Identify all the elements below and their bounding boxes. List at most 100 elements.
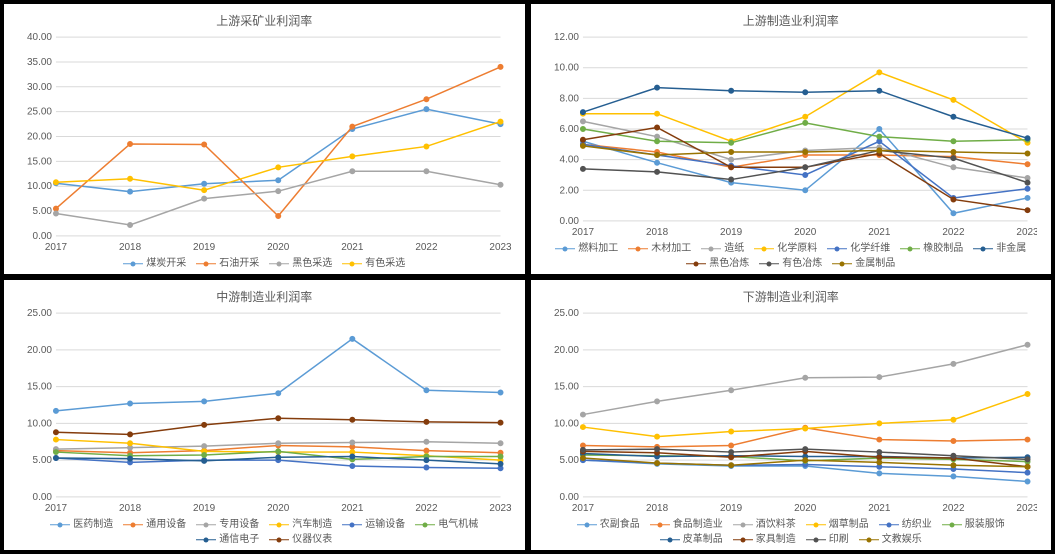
legend-item-服装服饰: 服装服饰 — [942, 518, 1005, 531]
marker — [276, 178, 281, 183]
marker — [424, 169, 429, 174]
legend-label: 有色采选 — [365, 257, 405, 270]
legend-swatch — [342, 520, 362, 530]
legend-swatch — [269, 259, 289, 269]
svg-text:2.00: 2.00 — [559, 185, 579, 196]
chart-svg: 0.005.0010.0015.0020.0025.00201720182019… — [545, 307, 1038, 515]
marker — [128, 441, 133, 446]
legend-swatch — [806, 535, 826, 545]
legend-label: 汽车制造 — [292, 518, 332, 531]
marker — [654, 85, 659, 90]
plot-area: 0.005.0010.0015.0020.0025.00201720182019… — [545, 307, 1038, 515]
legend-label: 文教娱乐 — [882, 533, 922, 546]
marker — [424, 439, 429, 444]
marker — [276, 449, 281, 454]
legend-label: 燃料加工 — [578, 242, 618, 255]
marker — [276, 165, 281, 170]
svg-text:2022: 2022 — [415, 503, 438, 514]
legend-item-家具制造: 家具制造 — [733, 533, 796, 546]
legend-item-运输设备: 运输设备 — [342, 518, 405, 531]
marker — [424, 97, 429, 102]
marker — [424, 448, 429, 453]
legend-swatch — [269, 535, 289, 545]
marker — [1025, 180, 1030, 185]
marker — [53, 450, 58, 455]
svg-text:12.00: 12.00 — [554, 32, 579, 43]
legend-label: 家具制造 — [756, 533, 796, 546]
plot-area: 0.002.004.006.008.0010.0012.002017201820… — [545, 31, 1038, 239]
svg-text:2023: 2023 — [1016, 503, 1037, 514]
legend-item-石油开采: 石油开采 — [196, 257, 259, 270]
marker — [424, 465, 429, 470]
marker — [654, 160, 659, 165]
marker — [580, 127, 585, 132]
marker — [202, 458, 207, 463]
legend-label: 运输设备 — [365, 518, 405, 531]
marker — [350, 169, 355, 174]
marker — [350, 124, 355, 129]
legend-item-化学原料: 化学原料 — [754, 242, 817, 255]
legend-item-医药制造: 医药制造 — [50, 518, 113, 531]
legend-swatch — [701, 244, 721, 254]
legend-swatch — [733, 535, 753, 545]
panel-upstream-mining: 上游采矿业利润率 0.005.0010.0015.0020.0025.0030.… — [4, 4, 525, 274]
marker — [580, 137, 585, 142]
legend-item-印刷: 印刷 — [806, 533, 849, 546]
marker — [580, 166, 585, 171]
marker — [876, 450, 881, 455]
marker — [802, 172, 807, 177]
chart-title: 中游制造业利润率 — [18, 288, 511, 305]
marker — [202, 399, 207, 404]
legend-label: 服装服饰 — [965, 518, 1005, 531]
legend-swatch — [859, 535, 879, 545]
marker — [654, 153, 659, 158]
svg-text:2019: 2019 — [193, 503, 216, 514]
legend-swatch — [555, 244, 575, 254]
legend-swatch — [686, 259, 706, 269]
marker — [728, 388, 733, 393]
legend-swatch — [660, 535, 680, 545]
marker — [1025, 470, 1030, 475]
marker — [53, 206, 58, 211]
svg-text:4.00: 4.00 — [559, 155, 579, 166]
svg-text:2022: 2022 — [415, 242, 438, 253]
marker — [128, 456, 133, 461]
marker — [1025, 136, 1030, 141]
marker — [1025, 479, 1030, 484]
marker — [802, 114, 807, 119]
svg-text:5.00: 5.00 — [33, 455, 53, 466]
legend-swatch — [733, 520, 753, 530]
marker — [802, 447, 807, 452]
marker — [802, 165, 807, 170]
legend-item-有色冶炼: 有色冶炼 — [759, 257, 822, 270]
legend-item-农副食品: 农副食品 — [577, 518, 640, 531]
legend-item-化学纤维: 化学纤维 — [827, 242, 890, 255]
marker — [876, 375, 881, 380]
marker — [950, 114, 955, 119]
legend-item-造纸: 造纸 — [701, 242, 744, 255]
marker — [580, 455, 585, 460]
marker — [580, 447, 585, 452]
legend-label: 煤炭开采 — [146, 257, 186, 270]
marker — [876, 421, 881, 426]
svg-text:2018: 2018 — [119, 242, 142, 253]
marker — [654, 111, 659, 116]
svg-text:2022: 2022 — [942, 227, 965, 238]
marker — [876, 134, 881, 139]
legend-swatch — [577, 520, 597, 530]
marker — [498, 461, 503, 466]
marker — [950, 417, 955, 422]
marker — [202, 453, 207, 458]
svg-text:2021: 2021 — [868, 503, 891, 514]
marker — [202, 142, 207, 147]
marker — [350, 464, 355, 469]
marker — [876, 70, 881, 75]
marker — [1025, 342, 1030, 347]
svg-text:2020: 2020 — [794, 227, 817, 238]
svg-text:2018: 2018 — [119, 503, 142, 514]
svg-text:2023: 2023 — [489, 503, 510, 514]
marker — [950, 361, 955, 366]
legend-label: 木材加工 — [651, 242, 691, 255]
legend-label: 农副食品 — [600, 518, 640, 531]
legend-label: 造纸 — [724, 242, 744, 255]
